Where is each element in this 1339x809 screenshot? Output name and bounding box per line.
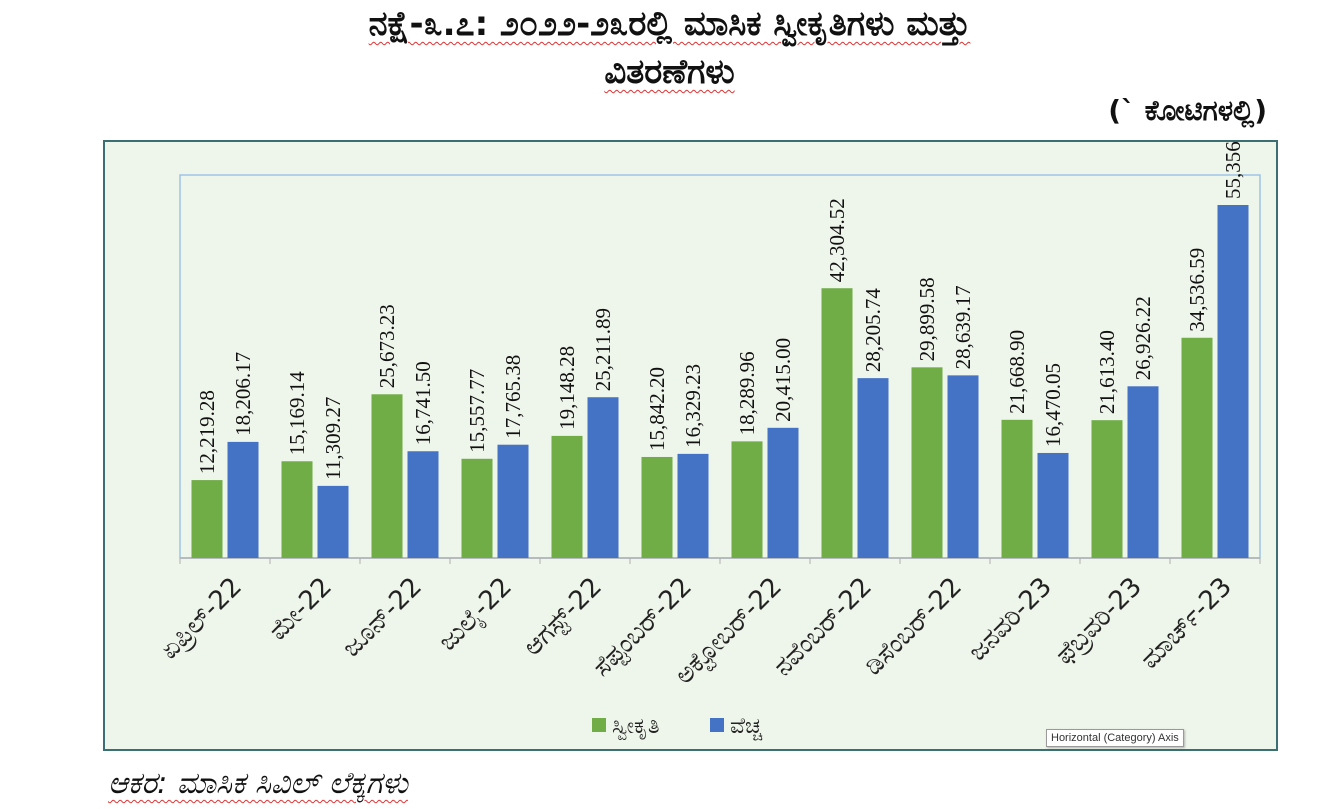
x-tick-label: ಫೆಬ್ರವರಿ-23 — [1049, 572, 1148, 671]
x-tick-label: ಮೇ-22 — [263, 572, 338, 647]
bar-expenditure[interactable] — [1037, 452, 1069, 558]
data-label: 29,899.58 — [915, 277, 939, 361]
data-label: 17,765.38 — [501, 355, 525, 439]
x-tick-label: ನವೆಂಬರ್-22 — [768, 572, 878, 682]
legend: ಸ್ವೀಕೃತಿ ವೆಚ್ಚ — [592, 714, 763, 741]
bar-receipts[interactable] — [281, 461, 313, 558]
bar-receipts[interactable] — [1181, 337, 1213, 558]
data-label: 55,356.61 — [1221, 142, 1245, 199]
bar-receipts[interactable] — [1091, 420, 1123, 558]
data-label: 15,169.14 — [285, 371, 309, 456]
bar-expenditure[interactable] — [227, 441, 259, 558]
data-label: 28,639.17 — [951, 285, 975, 369]
bar-receipts[interactable] — [641, 456, 673, 558]
data-label: 21,613.40 — [1095, 330, 1119, 414]
x-tick-label: ಆಗಸ್ಟ್-22 — [518, 572, 609, 663]
data-label: 18,289.96 — [735, 351, 759, 435]
x-tick-label: ಡಿಸೆಂಬರ್-22 — [858, 572, 968, 682]
chart-title-line-1: ನಕ್ಷೆ-೩.೭: ೨೦೨೨-೨೩ರಲ್ಲಿ ಮಾಸಿಕ ಸ್ವೀಕೃತಿಗಳ… — [368, 4, 971, 44]
data-label: 15,842.20 — [645, 367, 669, 451]
bar-expenditure[interactable] — [587, 397, 619, 558]
bar-expenditure[interactable] — [317, 485, 349, 558]
bar-expenditure[interactable] — [1127, 386, 1159, 558]
bar-expenditure[interactable] — [1217, 205, 1249, 558]
data-label: 16,470.05 — [1041, 363, 1065, 447]
legend-label: ವೆಚ್ಚ — [730, 714, 763, 741]
data-label: 18,206.17 — [231, 352, 255, 436]
data-label: 21,668.90 — [1005, 330, 1029, 414]
legend-swatch-expenditure — [710, 718, 724, 732]
bar-expenditure[interactable] — [947, 375, 979, 558]
data-label: 42,304.52 — [825, 198, 849, 282]
bar-expenditure[interactable] — [497, 444, 529, 558]
data-label: 15,557.77 — [465, 369, 489, 453]
bar-receipts[interactable] — [911, 367, 943, 558]
legend-label: ಸ್ವೀಕೃತಿ — [612, 714, 660, 741]
bar-expenditure[interactable] — [677, 453, 709, 558]
x-tick-label: ಜನವರಿ-23 — [963, 572, 1058, 667]
bar-receipts[interactable] — [461, 458, 493, 558]
data-label: 16,741.50 — [411, 361, 435, 445]
bar-expenditure[interactable] — [767, 427, 799, 558]
axis-tooltip: Horizontal (Category) Axis — [1046, 729, 1184, 747]
bar-receipts[interactable] — [191, 480, 223, 558]
x-tick-label: ಏಪ್ರಿಲ್-22 — [154, 572, 248, 666]
data-label: 26,926.22 — [1131, 296, 1155, 380]
x-tick-label: ಜುಲೈ-22 — [433, 572, 519, 658]
data-label: 20,415.00 — [771, 338, 795, 422]
data-label: 25,211.89 — [591, 308, 615, 391]
data-label: 34,536.59 — [1185, 248, 1209, 332]
legend-swatch-receipts — [592, 718, 606, 732]
data-label: 16,329.23 — [681, 364, 705, 448]
x-tick-label: ಮಾರ್ಚ್-23 — [1135, 572, 1238, 675]
bar-receipts[interactable] — [551, 435, 583, 558]
data-label: 12,219.28 — [195, 390, 219, 474]
bar-chart: 12,219.28 18,206.17 15,169.14 11,309.27 25,6… — [154, 142, 1261, 741]
x-tick-label: ಜೂನ್-22 — [336, 572, 428, 664]
bar-receipts[interactable] — [1001, 419, 1033, 558]
chart-area[interactable]: 12,219.28 18,206.17 15,169.14 11,309.27 25,6… — [103, 140, 1278, 751]
bar-expenditure[interactable] — [857, 378, 889, 558]
data-label: 28,205.74 — [861, 288, 885, 373]
data-label: 11,309.27 — [321, 397, 345, 480]
chart-title-line-2: ವಿತರಣೆಗಳು — [604, 52, 735, 92]
unit-label: (` ಕೋಟಿಗಳಲ್ಲಿ) — [1108, 94, 1267, 127]
bar-receipts[interactable] — [821, 288, 853, 558]
bar-receipts[interactable] — [731, 441, 763, 558]
bar-receipts[interactable] — [371, 394, 403, 558]
data-label: 19,148.28 — [555, 346, 579, 430]
data-label: 25,673.23 — [375, 304, 399, 388]
bar-expenditure[interactable] — [407, 451, 439, 558]
source-note: ಆಕರ: ಮಾಸಿಕ ಸಿವಿಲ್ ಲೆಕ್ಕಗಳು — [108, 766, 408, 801]
